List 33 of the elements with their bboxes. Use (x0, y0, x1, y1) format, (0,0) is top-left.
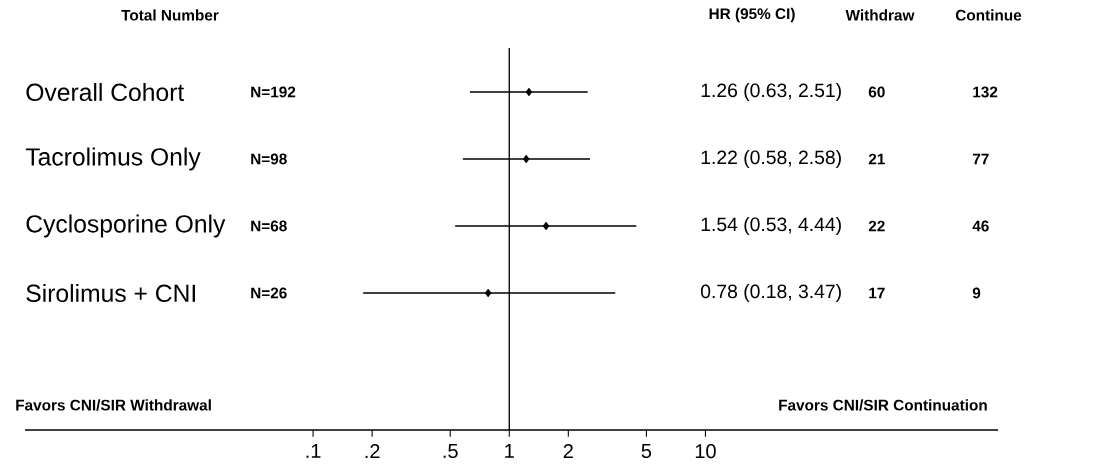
annotation: 77 (972, 153, 989, 165)
text: Continue (955, 9, 1022, 21)
annotation: 46 (972, 220, 989, 232)
annotation: 1.54 (0.53, 4.44) (701, 216, 841, 236)
text: Favors CNI/SIR Withdrawal (16, 399, 211, 411)
x-tick-label: 5 (641, 444, 652, 458)
annotation: 21 (868, 153, 885, 165)
annotation: N=192 (251, 86, 296, 98)
text: Withdraw (845, 9, 915, 21)
y-tick-label: Tacrolimus Only (25, 147, 201, 171)
x-tick-label: .1 (306, 444, 321, 458)
annotation: 1.22 (0.58, 2.58) (701, 149, 841, 169)
x-tick-label: 10 (695, 444, 716, 459)
annotation: 132 (973, 86, 998, 98)
x-tick-label: 2 (563, 444, 573, 459)
y-tick-label: Sirolimus + CNI (26, 283, 195, 303)
annotation: 22 (868, 220, 885, 232)
x-tick-label: .5 (443, 444, 458, 458)
annotation: N=68 (251, 220, 287, 232)
annotation: N=26 (251, 287, 287, 299)
annotation: 9 (972, 287, 981, 299)
annotation: 60 (868, 86, 885, 98)
y-tick-label: Cyclosporine Only (26, 214, 226, 238)
text: HR (95% CI) (709, 7, 795, 23)
annotation: 17 (869, 287, 885, 299)
x-tick-label: .2 (365, 444, 380, 459)
annotation: N=98 (251, 153, 287, 165)
text: Favors CNI/SIR Continuation (779, 399, 987, 411)
annotation: 0.78 (0.18, 3.47) (700, 283, 841, 303)
text: Total Number (121, 9, 219, 21)
annotation: 1.26 (0.63, 2.51) (701, 82, 841, 102)
y-tick-label: Overall Cohort (26, 82, 185, 102)
x-tick-label: 1 (505, 444, 514, 458)
